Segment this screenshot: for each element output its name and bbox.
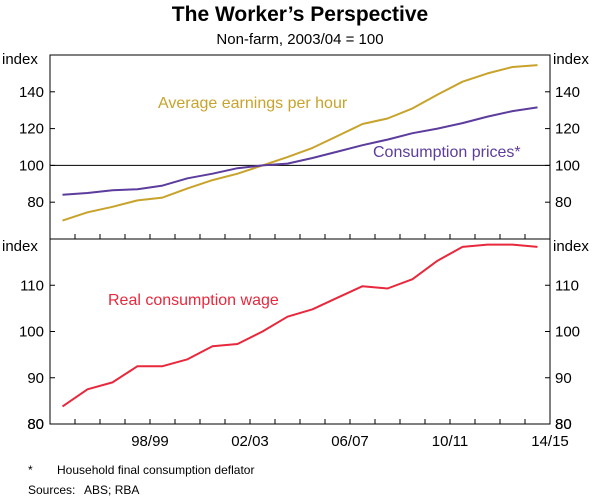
- top-panel: 80 100 120 140 80 100 120 140 index index Aver…: [2, 51, 589, 222]
- top-ytick-label-right-100: 100: [555, 157, 580, 174]
- top-series-group: [62, 64, 538, 222]
- series-label-real-consumption-wage: Real consumption wage: [108, 292, 279, 309]
- top-ytick-label-left-80: 80: [27, 194, 44, 211]
- footnote-marker: *: [28, 463, 33, 477]
- bottom-series-group: [61, 243, 538, 408]
- bottom-ytick-label-left-80: 80: [27, 416, 44, 433]
- chart-title: The Worker’s Perspective: [172, 3, 428, 26]
- top-ytick-label-right-120: 120: [555, 121, 580, 138]
- bottom-ytick-label-left-110: 110: [20, 277, 44, 294]
- series-line-average-earnings-per-hour: [62, 64, 538, 222]
- footnote-text: Household final consumption deflator: [57, 463, 255, 477]
- xtick-label-02-03: 02/03: [231, 433, 269, 450]
- bottom-ytick-label-right-axis-min: 80: [555, 416, 572, 433]
- chart-subtitle: Non-farm, 2003/04 = 100: [216, 31, 383, 48]
- bottom-ytick-label-right-90: 90: [555, 370, 572, 387]
- xtick-label-10-11: 10/11: [432, 433, 468, 450]
- bottom-ytick-label-left-100: 100: [19, 324, 44, 341]
- x-axis: 98/99 02/03 06/07 10/11 14/15: [74, 234, 569, 450]
- bottom-ytick-label-right-100: 100: [555, 324, 580, 341]
- bottom-ytick-label-left-90: 90: [27, 370, 44, 387]
- top-ytick-label-right-80: 80: [555, 194, 572, 211]
- top-ytick-label-left-140: 140: [19, 84, 44, 101]
- top-ytick-label-left-100: 100: [19, 157, 44, 174]
- xtick-label-98-99: 98/99: [131, 433, 169, 450]
- top-y-ticks-left: 80 100 120 140: [19, 84, 55, 211]
- series-label-average-earnings: Average earnings per hour: [158, 95, 348, 112]
- series-label-consumption-prices: Consumption prices*: [373, 144, 521, 161]
- bottom-unit-label-left: index: [2, 238, 38, 255]
- top-ytick-label-right-140: 140: [555, 84, 580, 101]
- top-ytick-label-left-120: 120: [19, 121, 44, 138]
- sources-text: Sources: ABS; RBA: [28, 483, 140, 497]
- top-unit-label-right: index: [553, 51, 589, 68]
- top-unit-label-left: index: [2, 51, 38, 68]
- chart: The Worker’s Perspective Non-farm, 2003/…: [2, 3, 589, 450]
- bottom-ytick-label-right-80: 80: [555, 416, 572, 433]
- bottom-ytick-label-right-110: 110: [555, 277, 579, 294]
- series-line-consumption-prices: [62, 106, 538, 196]
- xtick-label-06-07: 06/07: [331, 433, 369, 450]
- bottom-unit-label-right: index: [553, 238, 589, 255]
- series-line-real-consumption-wage: [61, 243, 538, 408]
- bottom-ytick-label-left-axis-min: 80: [27, 416, 44, 433]
- xtick-label-14-15: 14/15: [531, 433, 569, 450]
- top-y-ticks-right: 80 100 120 140: [545, 84, 580, 211]
